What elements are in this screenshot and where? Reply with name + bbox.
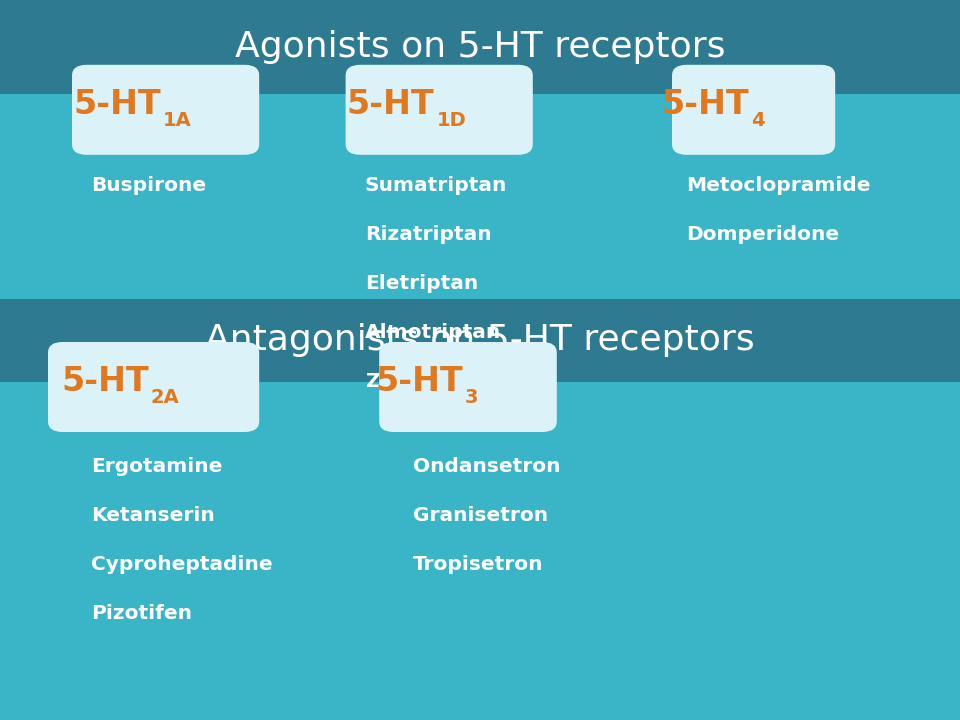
Text: 4: 4 [751, 111, 764, 130]
Text: 2A: 2A [151, 388, 180, 408]
Text: Domperidone: Domperidone [686, 225, 840, 244]
Text: 5-HT: 5-HT [347, 88, 434, 120]
Text: Zolmitriptan: Zolmitriptan [365, 372, 507, 391]
Text: 1D: 1D [436, 111, 466, 130]
Text: 5-HT: 5-HT [661, 88, 749, 120]
FancyBboxPatch shape [379, 342, 557, 432]
FancyBboxPatch shape [346, 65, 533, 155]
Text: Rizatriptan: Rizatriptan [365, 225, 492, 244]
Text: 5-HT: 5-HT [375, 365, 463, 397]
Text: 5-HT: 5-HT [73, 88, 160, 120]
Text: Antagonists on 5-HT receptors: Antagonists on 5-HT receptors [205, 323, 755, 357]
Text: Tropisetron: Tropisetron [413, 555, 543, 574]
Text: Granisetron: Granisetron [413, 506, 548, 525]
Text: Ondansetron: Ondansetron [413, 457, 561, 476]
Text: Buspirone: Buspirone [91, 176, 206, 195]
Text: Almotriptan: Almotriptan [365, 323, 501, 342]
Text: 1A: 1A [162, 111, 191, 130]
Text: Pizotifen: Pizotifen [91, 604, 192, 623]
Text: Ergotamine: Ergotamine [91, 457, 223, 476]
FancyBboxPatch shape [0, 0, 960, 94]
FancyBboxPatch shape [672, 65, 835, 155]
Text: Ketanserin: Ketanserin [91, 506, 215, 525]
Text: Metoclopramide: Metoclopramide [686, 176, 871, 195]
Text: Sumatriptan: Sumatriptan [365, 176, 507, 195]
Text: Agonists on 5-HT receptors: Agonists on 5-HT receptors [235, 30, 725, 64]
FancyBboxPatch shape [0, 299, 960, 382]
FancyBboxPatch shape [48, 342, 259, 432]
Text: 5-HT: 5-HT [61, 365, 149, 397]
Text: Eletriptan: Eletriptan [365, 274, 478, 293]
FancyBboxPatch shape [72, 65, 259, 155]
Text: 3: 3 [465, 388, 479, 408]
Text: Cyproheptadine: Cyproheptadine [91, 555, 273, 574]
